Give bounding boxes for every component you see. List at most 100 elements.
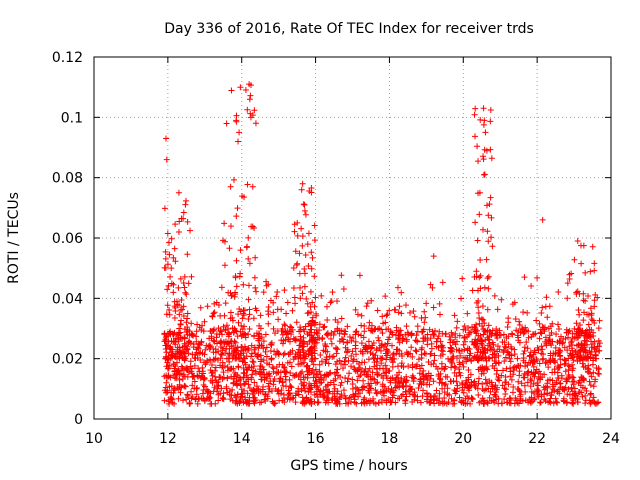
data-point (180, 209, 187, 216)
data-point (311, 398, 318, 405)
data-point (564, 280, 571, 287)
data-point (196, 350, 203, 357)
data-point (555, 321, 562, 328)
data-point (193, 328, 200, 335)
data-point (228, 292, 235, 299)
data-point (481, 320, 488, 327)
data-point (370, 395, 377, 402)
data-point (291, 221, 298, 228)
data-point (588, 327, 595, 334)
data-point (480, 153, 487, 160)
data-point (180, 280, 187, 287)
data-point (245, 345, 252, 352)
data-point (499, 382, 506, 389)
data-point (491, 350, 498, 357)
data-point (454, 318, 461, 325)
data-point (209, 312, 216, 319)
data-point (552, 344, 559, 351)
data-point (557, 348, 564, 355)
data-point (224, 339, 231, 346)
data-point (446, 391, 453, 398)
data-point (181, 354, 188, 361)
data-point (184, 251, 191, 258)
data-point (188, 273, 195, 280)
data-point (180, 303, 187, 310)
data-point (390, 350, 397, 357)
data-point (225, 289, 232, 296)
data-point (312, 340, 319, 347)
data-point (484, 380, 491, 387)
data-point (188, 370, 195, 377)
data-point (284, 299, 291, 306)
data-point (194, 321, 201, 328)
data-point (565, 372, 572, 379)
data-point (510, 371, 517, 378)
data-point (523, 339, 530, 346)
data-point (578, 260, 585, 267)
data-point (481, 117, 488, 124)
data-point (379, 313, 386, 320)
data-point (439, 379, 446, 386)
data-point (468, 358, 475, 365)
data-point (420, 367, 427, 374)
data-point (451, 397, 458, 404)
data-point (572, 348, 579, 355)
data-point (308, 249, 315, 256)
data-point (297, 349, 304, 356)
data-point (162, 255, 169, 262)
data-point (235, 319, 242, 326)
data-point (172, 221, 179, 228)
data-point (417, 378, 424, 385)
data-point (341, 358, 348, 365)
data-point (475, 158, 482, 165)
data-point (377, 355, 384, 362)
data-point (354, 311, 361, 318)
data-point (424, 331, 431, 338)
data-point (252, 370, 259, 377)
data-point (368, 344, 375, 351)
data-point (233, 257, 240, 264)
data-point (230, 176, 237, 183)
data-point (174, 384, 181, 391)
data-point (409, 364, 416, 371)
data-point (590, 383, 597, 390)
data-point (289, 395, 296, 402)
data-point (585, 293, 592, 300)
data-point (351, 399, 358, 406)
data-point (428, 340, 435, 347)
data-point (498, 296, 505, 303)
data-point (506, 355, 513, 362)
data-point (377, 347, 384, 354)
data-point (527, 398, 534, 405)
data-point (481, 284, 488, 291)
data-point (394, 284, 401, 291)
data-point (403, 393, 410, 400)
data-point (587, 382, 594, 389)
data-point (267, 341, 274, 348)
data-point (334, 346, 341, 353)
data-point (252, 254, 259, 261)
data-point (280, 351, 287, 358)
data-point (294, 232, 301, 239)
data-point (272, 385, 279, 392)
data-point (488, 234, 495, 241)
data-point (438, 347, 445, 354)
data-point (281, 369, 288, 376)
data-point (476, 189, 483, 196)
data-point (170, 361, 177, 368)
data-point (387, 354, 394, 361)
data-point (480, 349, 487, 356)
data-point (369, 328, 376, 335)
data-point (328, 298, 335, 305)
data-point (337, 382, 344, 389)
data-point (178, 317, 185, 324)
data-point (246, 311, 253, 318)
data-point (369, 375, 376, 382)
data-point (166, 349, 173, 356)
data-point (438, 360, 445, 367)
data-point (321, 323, 328, 330)
data-point (590, 394, 597, 401)
data-point (238, 352, 245, 359)
y-tick-label: 0.1 (61, 110, 83, 126)
data-point (300, 382, 307, 389)
